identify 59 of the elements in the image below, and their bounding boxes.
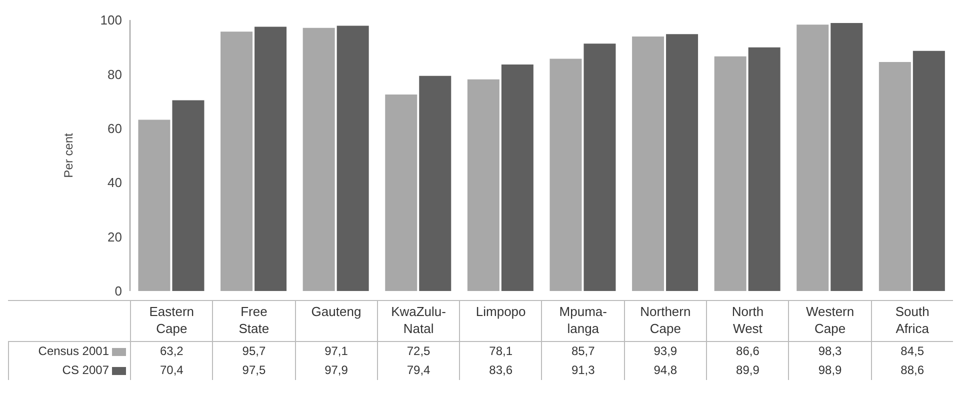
y-tick-label: 40 <box>108 175 122 190</box>
bar <box>501 64 534 291</box>
data-label: 72,5 <box>376 342 460 361</box>
x-tick-label: KwaZulu-Natal <box>376 301 460 341</box>
x-tick-label: Mpuma-langa <box>541 301 624 341</box>
bar <box>220 32 253 291</box>
bar <box>666 34 698 291</box>
x-tick-label: South Africa <box>870 301 953 341</box>
y-tick-label: 80 <box>108 66 122 82</box>
data-label: 88,6 <box>870 361 953 380</box>
bar <box>419 76 452 291</box>
data-label: 91,3 <box>541 361 624 380</box>
y-tick-label: 0 <box>114 284 122 299</box>
x-tick-label: Gauteng <box>294 301 377 341</box>
bar <box>912 50 945 291</box>
data-label: 79,4 <box>376 361 460 380</box>
data-label: 93,9 <box>624 342 706 361</box>
data-label: 89,9 <box>706 361 788 380</box>
bar <box>714 56 746 291</box>
y-tick-label: 20 <box>108 229 122 244</box>
bar <box>138 120 170 291</box>
x-tick-label: Western Cape <box>788 301 871 341</box>
x-tick-label: Free State <box>212 301 295 341</box>
data-label: 85,7 <box>541 342 624 361</box>
bar <box>830 22 863 291</box>
bar <box>550 58 582 291</box>
data-label: 97,1 <box>294 342 377 361</box>
data-label: 97,5 <box>212 361 295 380</box>
data-label: 70,4 <box>130 361 212 380</box>
bar <box>632 36 664 291</box>
bar <box>336 26 369 291</box>
data-label: 84,5 <box>870 342 953 361</box>
x-tick-label: Eastern Cape <box>130 301 212 341</box>
bar <box>796 24 829 291</box>
legend-label: Census 2001 <box>38 343 109 360</box>
bar <box>302 28 335 291</box>
bar <box>467 79 500 291</box>
y-tick-label: 60 <box>108 121 122 136</box>
bar <box>878 62 911 291</box>
data-label: 95,7 <box>212 342 295 361</box>
data-label: 63,2 <box>130 342 212 361</box>
x-tick-label: Northern Cape <box>624 301 706 341</box>
bar <box>254 26 287 291</box>
data-label: 94,8 <box>624 361 706 380</box>
data-label: 97,9 <box>294 361 377 380</box>
data-label: 83,6 <box>459 361 542 380</box>
bar <box>584 44 616 291</box>
bar <box>172 100 204 291</box>
data-label: 98,3 <box>788 342 871 361</box>
legend-label: CS 2007 <box>62 362 109 379</box>
data-label: 98,9 <box>788 361 871 380</box>
data-label: 78,1 <box>459 342 542 361</box>
x-tick-label: Limpopo <box>459 301 542 341</box>
bar <box>748 47 780 291</box>
x-tick-label: North West <box>706 301 788 341</box>
bar <box>385 94 418 291</box>
y-tick-label: 100 <box>100 12 122 28</box>
y-axis-title: Per cent <box>61 132 76 178</box>
data-label: 86,6 <box>706 342 788 361</box>
